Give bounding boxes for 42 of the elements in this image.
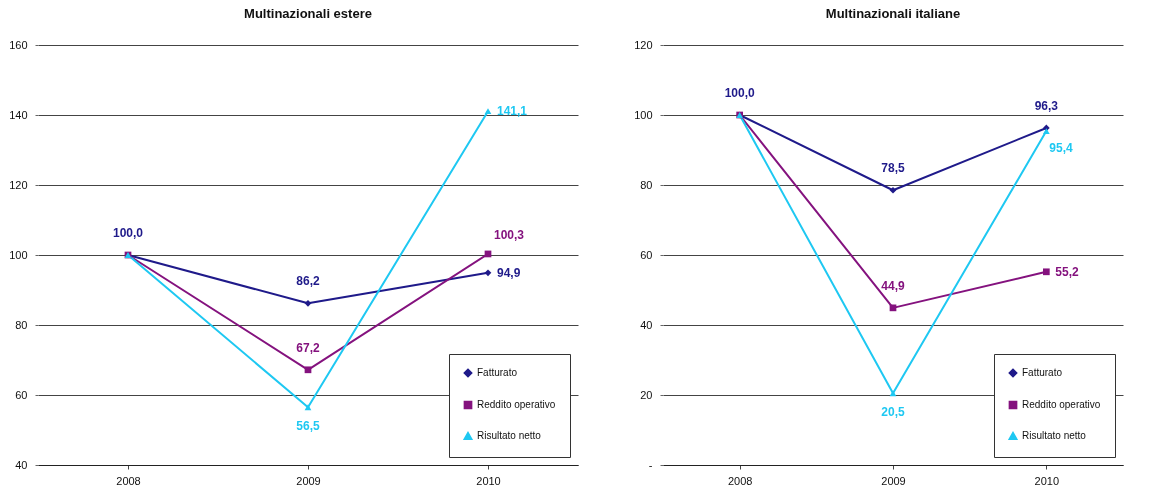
legend-label: Fatturato [1022,367,1063,378]
y-tick-label: 120 [634,38,653,51]
x-tick-label: 2008 [727,474,753,487]
data-label: 56,5 [296,419,320,434]
data-label: 67,2 [296,340,320,355]
data-label: 44,9 [881,278,905,293]
y-tick-label: 120 [9,178,28,191]
legend-label: Reddito operativo [477,399,556,410]
x-tick-label: 2010 [476,474,501,487]
x-tick-label: 2009 [881,474,906,487]
data-label: 141,1 [497,104,528,119]
y-tick-label: 20 [640,388,653,401]
y-tick-label: 140 [9,108,28,121]
y-tick-label: 80 [15,318,28,331]
data-label: 96,3 [1034,98,1059,113]
data-label: 20,5 [881,405,905,420]
legend-label: Risultato netto [477,430,542,441]
x-tick-label: 2010 [1034,474,1060,487]
chart-title: Multinazionali italiane [825,6,961,21]
data-label: 100,0 [112,226,144,240]
data-label: 94,9 [497,265,521,280]
y-tick-label: 80 [640,178,653,191]
data-label: 100,3 [494,227,525,242]
data-label: 95,4 [1049,141,1074,156]
y-tick-label: 40 [640,318,653,331]
y-tick-label: - [648,458,653,471]
legend-label: Risultato netto [1022,430,1087,441]
x-tick-label: 2008 [116,474,141,487]
y-tick-label: 100 [634,108,653,121]
data-label: 55,2 [1055,264,1080,279]
y-tick-label: 60 [15,388,28,401]
data-label: 86,2 [296,274,320,289]
y-tick-label: 60 [640,248,653,261]
data-label: 78,5 [881,161,905,176]
chart-title: Multinazionali estere [244,6,372,21]
y-tick-label: 160 [9,38,28,51]
y-tick-label: 100 [9,248,28,261]
legend-label: Reddito operativo [1022,399,1101,410]
y-tick-label: 40 [15,458,28,471]
data-label: 100,0 [724,86,756,100]
x-tick-label: 2009 [296,474,321,487]
legend-label: Fatturato [477,367,518,378]
